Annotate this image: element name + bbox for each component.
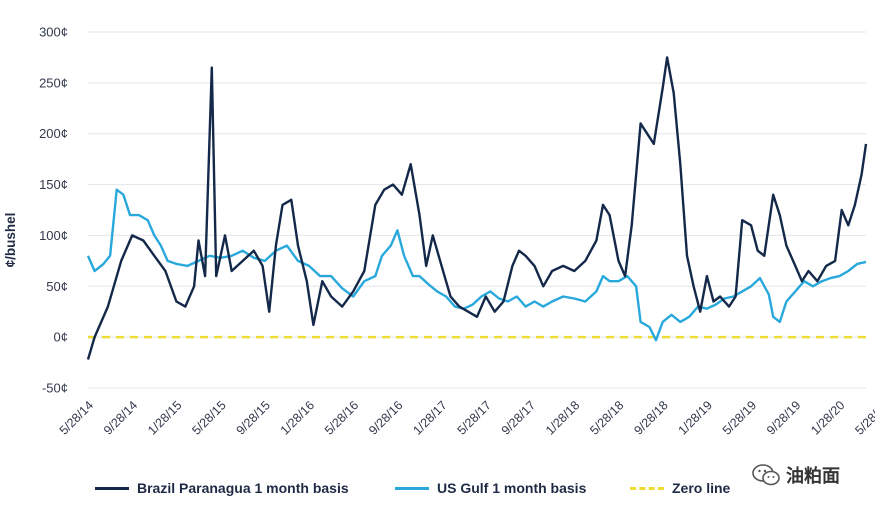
y-tick-label: 250¢ (39, 75, 68, 90)
chart: 300¢250¢200¢150¢100¢50¢0¢-50¢ 5/28/14 9/2… (3, 25, 875, 438)
x-tick-label: 9/28/15 (234, 398, 273, 437)
y-axis-ticks: 300¢ 250¢ 200¢ 150¢ 100¢ 50¢ 0¢ -50¢ (39, 25, 68, 396)
y-tick-label: 300¢ (39, 25, 68, 40)
x-tick-label: 1/28/20 (808, 398, 847, 437)
y-axis-title: ¢/bushel (3, 213, 18, 268)
x-tick-label: 5/28/15 (189, 398, 228, 437)
x-tick-label: 5/28/16 (322, 398, 361, 437)
x-tick-label: 1/28/16 (278, 398, 317, 437)
y-tick-label: 150¢ (39, 177, 68, 192)
x-tick-label: 5/28/20 (852, 398, 875, 437)
watermark-text: 油粕面 (786, 466, 840, 487)
legend-label-brazil: Brazil Paranagua 1 month basis (137, 480, 349, 496)
legend-item-zero-line: Zero line (630, 480, 730, 496)
x-tick-label: 1/28/17 (410, 398, 449, 437)
x-tick-label: 9/28/17 (499, 398, 538, 437)
y-tick-label: 0¢ (54, 330, 68, 345)
legend-label-us-gulf: US Gulf 1 month basis (437, 480, 587, 496)
x-tick-label: 9/28/14 (101, 398, 140, 437)
series-lines (86, 56, 868, 360)
y-tick-label: 200¢ (39, 126, 68, 141)
x-tick-label: 1/28/18 (543, 398, 582, 437)
x-tick-label: 9/28/16 (366, 398, 405, 437)
gridlines (88, 31, 866, 389)
y-tick-label: -50¢ (42, 381, 68, 396)
legend-swatch-brazil (95, 486, 129, 490)
x-tick-label: 5/28/17 (455, 398, 494, 437)
x-tick-label: 1/28/15 (145, 398, 184, 437)
x-tick-label: 9/28/18 (631, 398, 670, 437)
x-tick-label: 5/28/18 (587, 398, 626, 437)
legend-item-brazil: Brazil Paranagua 1 month basis (95, 480, 349, 496)
legend-item-us-gulf: US Gulf 1 month basis (395, 480, 586, 496)
x-tick-label: 9/28/19 (764, 398, 803, 437)
watermark: 油粕面 (752, 462, 840, 488)
legend: Brazil Paranagua 1 month basis US Gulf 1… (0, 474, 875, 504)
x-tick-label: 5/28/19 (720, 398, 759, 437)
series-line-brazil (86, 56, 868, 360)
y-tick-label: 100¢ (39, 228, 68, 243)
x-tick-label: 1/28/19 (676, 398, 715, 437)
legend-label-zero-line: Zero line (672, 480, 731, 496)
legend-swatch-us-gulf (395, 486, 429, 490)
x-tick-label: 5/28/14 (57, 398, 96, 437)
wechat-icon (752, 464, 780, 486)
y-tick-label: 50¢ (46, 279, 68, 294)
x-axis-ticks: 5/28/14 9/28/14 1/28/15 5/28/15 9/28/15 1/28/… (57, 398, 875, 437)
legend-swatch-zero-line (630, 486, 664, 490)
